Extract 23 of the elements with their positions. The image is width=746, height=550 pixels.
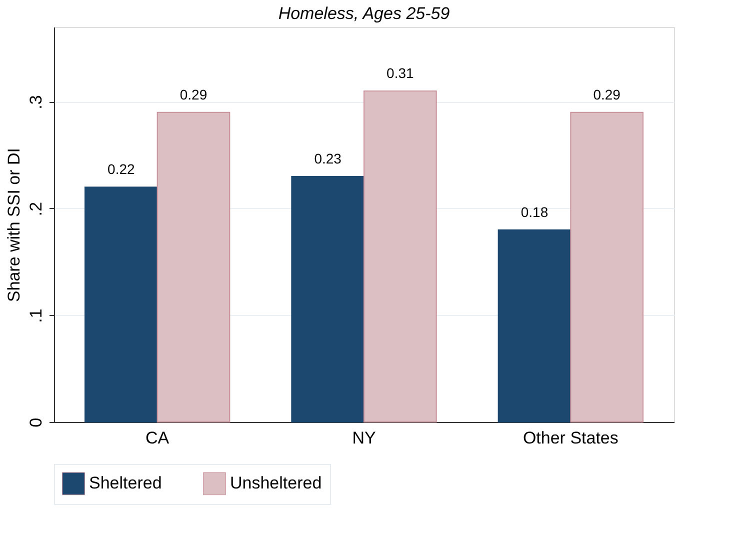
bar [84, 186, 158, 422]
data-label: 0.18 [520, 204, 548, 220]
y-axis-title: Share with SSI or DI [4, 148, 24, 302]
bar [498, 229, 572, 422]
data-label: 0.29 [180, 86, 208, 102]
data-label: 0.29 [593, 86, 621, 102]
x-tick-label: CA [146, 428, 170, 448]
bar [156, 112, 230, 422]
legend-label: Sheltered [89, 474, 162, 493]
chart-title: Homeless, Ages 25-59 [278, 4, 450, 23]
y-tick-label: .1 [26, 308, 46, 323]
data-label: 0.31 [386, 65, 414, 82]
bar [291, 176, 364, 422]
data-label: 0.23 [314, 150, 342, 166]
legend-label: Unsheltered [230, 474, 322, 493]
bar [364, 90, 437, 422]
bar [570, 112, 644, 422]
x-tick-label: NY [352, 428, 376, 448]
y-tick-label: .2 [26, 202, 46, 216]
y-tick-label: 0 [26, 418, 46, 428]
y-tick-label: .3 [26, 95, 46, 110]
data-label: 0.22 [108, 161, 136, 178]
x-tick-label: Other States [522, 428, 618, 448]
